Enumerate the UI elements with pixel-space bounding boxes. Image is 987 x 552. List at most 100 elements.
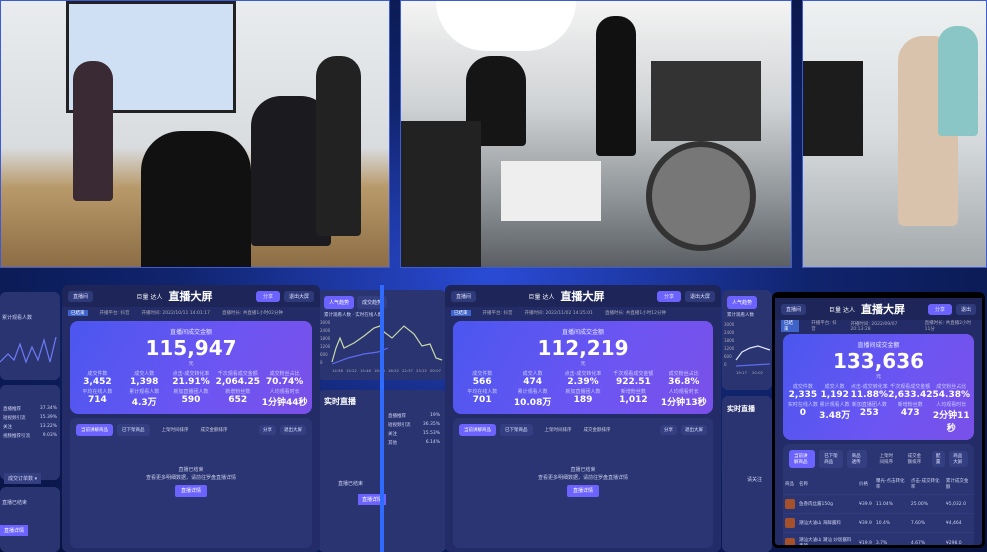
share-button[interactable]: 分享 [656, 290, 681, 302]
metric-label: 新增粉丝数 [620, 389, 646, 395]
detail-button[interactable]: 直播详情 [0, 525, 29, 536]
live-info: 已结束 开播平台: 抖音 开播时间: 2022/09/07 20:13:28 直播时长… [775, 320, 982, 332]
tab-sales[interactable]: 成交趋势 [357, 296, 388, 309]
table-row[interactable]: 潮汕大滷山 潮汕 炒饭酱料 香辣 ¥19.9 3.7% 4.67% ¥298.0 [783, 532, 974, 545]
kpi-label: 直播间成交金额 [857, 342, 900, 349]
legend-value: 19% [429, 413, 440, 418]
column-header: 曝光-点击转化率 [873, 474, 909, 495]
metric-value: 10.08万 [513, 398, 552, 408]
tab-products[interactable]: 商品透传 [846, 450, 868, 468]
x-tick-label: 19:17 [736, 370, 748, 375]
metric: 成交人数 1,192 [819, 383, 851, 400]
left-trend-panel: 累计观看人数 [0, 292, 60, 380]
brand-logo: 巨量 达人 [136, 293, 163, 301]
info-platform: 开播平台: 抖音 [99, 311, 130, 316]
action-button[interactable]: 退出大屏 [681, 425, 707, 435]
action-button[interactable]: 分享 [660, 425, 677, 435]
tab-products[interactable]: 已下架商品 [117, 424, 150, 436]
exit-button[interactable]: 退出大屏 [283, 290, 314, 302]
empty-title: 直播已结束 [338, 481, 364, 487]
softbox-light [436, 1, 576, 51]
legend-value: 15.39% [39, 415, 57, 420]
action-button[interactable]: 退出大屏 [280, 425, 306, 435]
y-tick-label: 3000 [320, 320, 331, 325]
column-header: 名称 [797, 474, 857, 495]
dashboard-header: 直播间 巨量 达人 直播大屏 分享 退出 [775, 298, 982, 320]
metric-value: 3,452 [83, 377, 112, 387]
metric-value: 1分钟44秒 [261, 398, 308, 408]
legend-value: 13.22% [39, 424, 57, 429]
tab-products[interactable]: 已下架商品 [500, 424, 533, 436]
detail-button[interactable]: 直播详情 [358, 494, 387, 505]
sort-option[interactable]: 成交金额排序 [200, 428, 228, 433]
metric-label: 新增粉丝数 [897, 402, 923, 408]
filter-select[interactable]: 成交订单数 ▾ [4, 473, 42, 484]
right-trend-panel: 人气趋势 累计观看人数 3000 2400 1800 1200 600 0 19:17 20:… [722, 290, 772, 390]
popularity-chart: 3000 2400 1800 1200 600 0 19:17 20:02 [724, 322, 771, 375]
desk [501, 161, 601, 221]
status-badge: 已结束 [68, 310, 88, 316]
metric-value: 21.91% [172, 377, 210, 387]
filter-select[interactable]: 直播间 [451, 290, 477, 302]
sort-option[interactable]: 成交金额排序 [907, 454, 922, 465]
electric-fan [646, 141, 756, 251]
metric-value: 652 [228, 395, 248, 405]
table-cell: 10.4% [873, 513, 909, 533]
metric: 人均观看时长 1分钟44秒 [261, 388, 308, 408]
kpi-unit: 元 [580, 361, 586, 367]
metric: 平均在线人数 714 [74, 388, 121, 408]
tab-popularity[interactable]: 人气趋势 [727, 296, 758, 309]
metric: 点击-成交转化率 2.39% [558, 370, 608, 387]
product-panel: 当前讲解商品 已下架商品 商品透传 上架时间排序 成交金额排序 配置 商品大屏 商品 名称 价格曝… [783, 444, 974, 545]
filter-select[interactable]: 直播间 [781, 303, 807, 315]
metric-label: 成交粉丝占比 [269, 371, 300, 377]
metric: 新加直播团人数 590 [168, 388, 215, 408]
x-tick-label: 14:58 [332, 368, 344, 373]
share-button[interactable]: 分享 [927, 303, 952, 315]
metric: 点击-成交转化率 21.91% [168, 370, 215, 387]
tab-products[interactable]: 当前讲解商品 [76, 424, 113, 436]
x-tick-label: 16:10 [374, 368, 386, 373]
legend-value: 15.53% [422, 431, 440, 436]
metric-value: 11.88% [850, 390, 889, 400]
table-cell: 3.7% [873, 532, 909, 545]
metric: 新加直播团人数 189 [558, 388, 608, 408]
metric-label: 成交件数 [87, 371, 108, 377]
tab-products[interactable]: 当前讲解商品 [459, 424, 496, 436]
sort-option[interactable]: 上架时间排序 [879, 454, 893, 465]
metric: 成交粉丝占比 54.38% [933, 383, 971, 400]
brand-logo: 巨量 达人 [528, 293, 555, 301]
exit-button[interactable]: 退出大屏 [684, 290, 715, 302]
y-tick-label: 1800 [724, 338, 735, 343]
table-row[interactable]: 鱼香肉丝酱150g ¥39.9 11.04% 25.00% ¥5,032.0 [783, 494, 974, 514]
sort-option[interactable]: 上架时间排序 [544, 428, 572, 433]
detail-button[interactable]: 直播详情 [566, 485, 599, 497]
product-panel: 当前讲解商品 已下架商品 上架时间排序 成交金额排序 分享 退出大屏 直播已结束 查看更多明细… [70, 418, 312, 548]
action-button[interactable]: 商品大屏 [949, 451, 968, 467]
tab-popularity[interactable]: 人气趋势 [324, 296, 355, 309]
brand-logo: 巨量 达人 [829, 306, 855, 314]
action-button[interactable]: 配置 [931, 451, 946, 467]
share-button[interactable]: 分享 [255, 290, 280, 302]
tab-products[interactable]: 已下架商品 [819, 450, 843, 468]
metrics-grid: 成交件数 2,335 成交人数 1,192 点击-成交转化率 11.88% 千次观看成交金额… [787, 383, 970, 434]
exit-button[interactable]: 退出 [955, 303, 976, 315]
sort-option[interactable]: 上架时间排序 [161, 428, 189, 433]
metric-value: 70.74% [265, 377, 304, 387]
kpi-unit: 元 [875, 374, 881, 380]
metric-value: 253 [859, 408, 879, 418]
live-dashboard: 直播间 巨量 达人 直播大屏 分享 退出大屏 已结束 开播平台: 抖音 开播时间: 2022/… [445, 285, 721, 552]
metric-label: 成交人数 [522, 371, 543, 377]
notice-text: 请关注 [747, 477, 763, 483]
seated-student [141, 131, 251, 267]
detail-button[interactable]: 直播详情 [174, 485, 207, 497]
monitor [803, 61, 863, 156]
info-platform: 开播平台: 抖音 [482, 311, 513, 316]
brand-group: 巨量 达人 直播大屏 [137, 288, 213, 304]
tab-products[interactable]: 当前讲解商品 [789, 450, 816, 468]
filter-select[interactable]: 直播间 [68, 290, 94, 302]
action-button[interactable]: 分享 [259, 425, 276, 435]
status-badge: 已结束 [451, 310, 471, 316]
sort-option[interactable]: 成交金额排序 [583, 428, 611, 433]
table-row[interactable]: 潮汕大滷山 海鲜酱料 ¥39.9 10.4% 7.60% ¥4,464 [783, 513, 974, 533]
